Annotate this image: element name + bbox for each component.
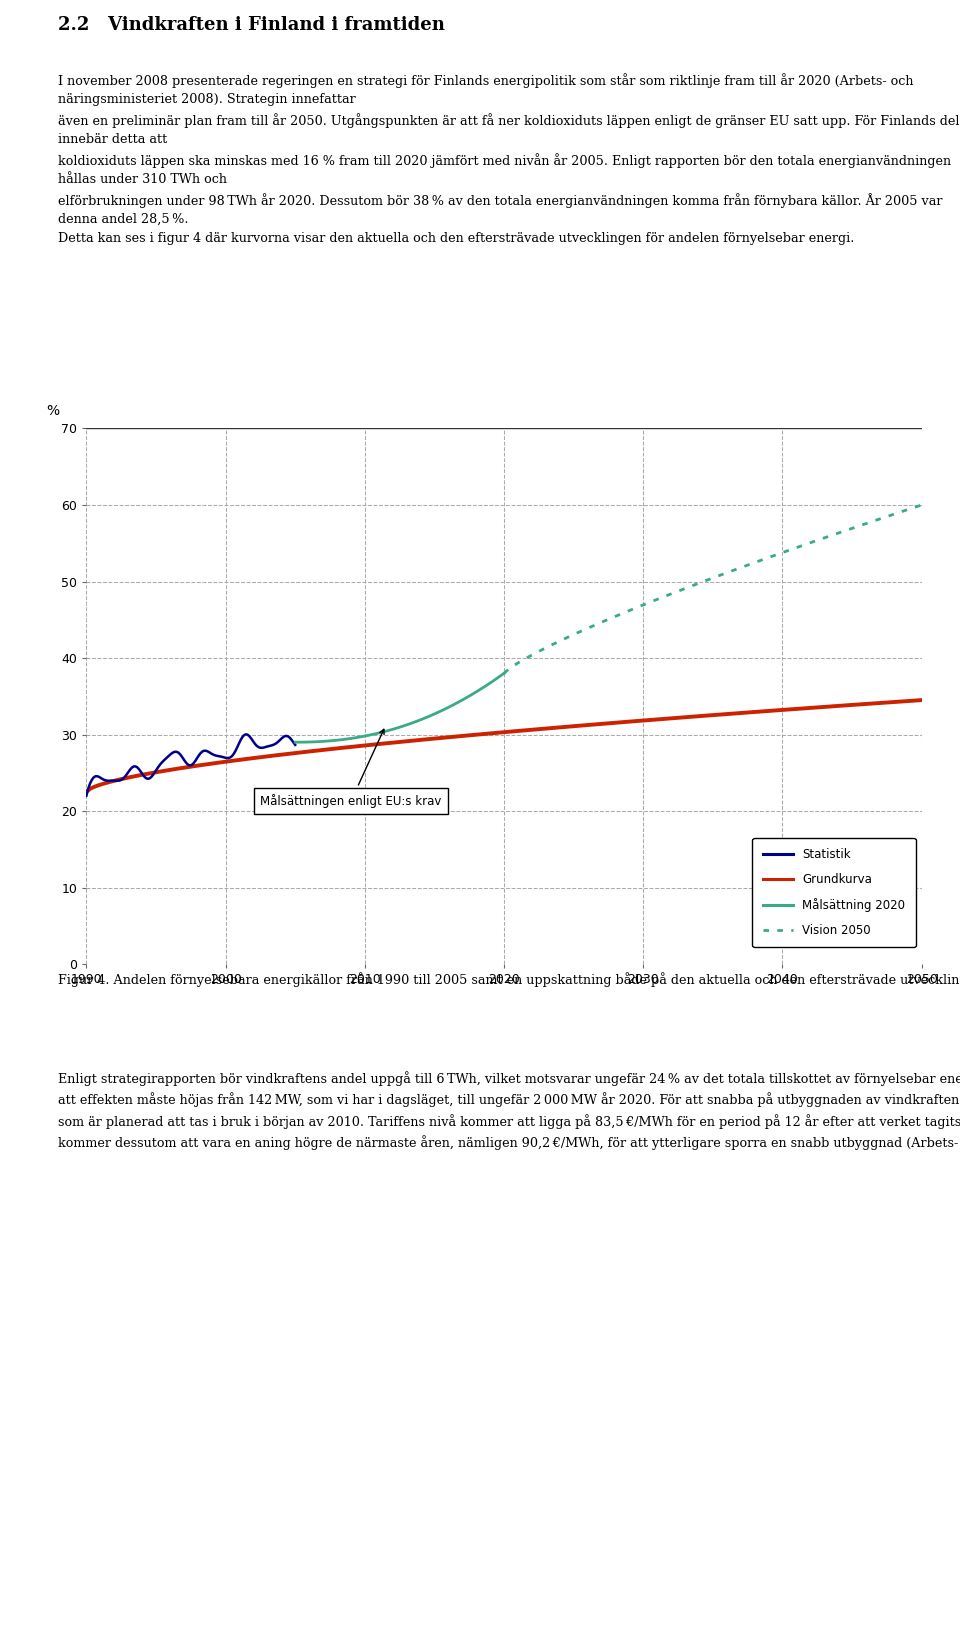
Y-axis label: %: % xyxy=(46,404,60,419)
Text: 2.2   Vindkraften i Finland i framtiden: 2.2 Vindkraften i Finland i framtiden xyxy=(58,16,444,35)
Text: Enligt strategirapporten bör vindkraftens andel uppgå till 6 TWh, vilket motsvar: Enligt strategirapporten bör vindkraften… xyxy=(58,1071,960,1150)
Text: I november 2008 presenterade regeringen en strategi för Finlands energipolitik s: I november 2008 presenterade regeringen … xyxy=(58,73,959,244)
Text: Figur 4. Andelen förnyelsebara energikällor från 1990 till 2005 samt en uppskatt: Figur 4. Andelen förnyelsebara energikäl… xyxy=(58,972,960,987)
Legend: Statistik, Grundkurva, Målsättning 2020, Vision 2050: Statistik, Grundkurva, Målsättning 2020,… xyxy=(753,837,916,948)
Text: Målsättningen enligt EU:s krav: Målsättningen enligt EU:s krav xyxy=(260,730,442,808)
